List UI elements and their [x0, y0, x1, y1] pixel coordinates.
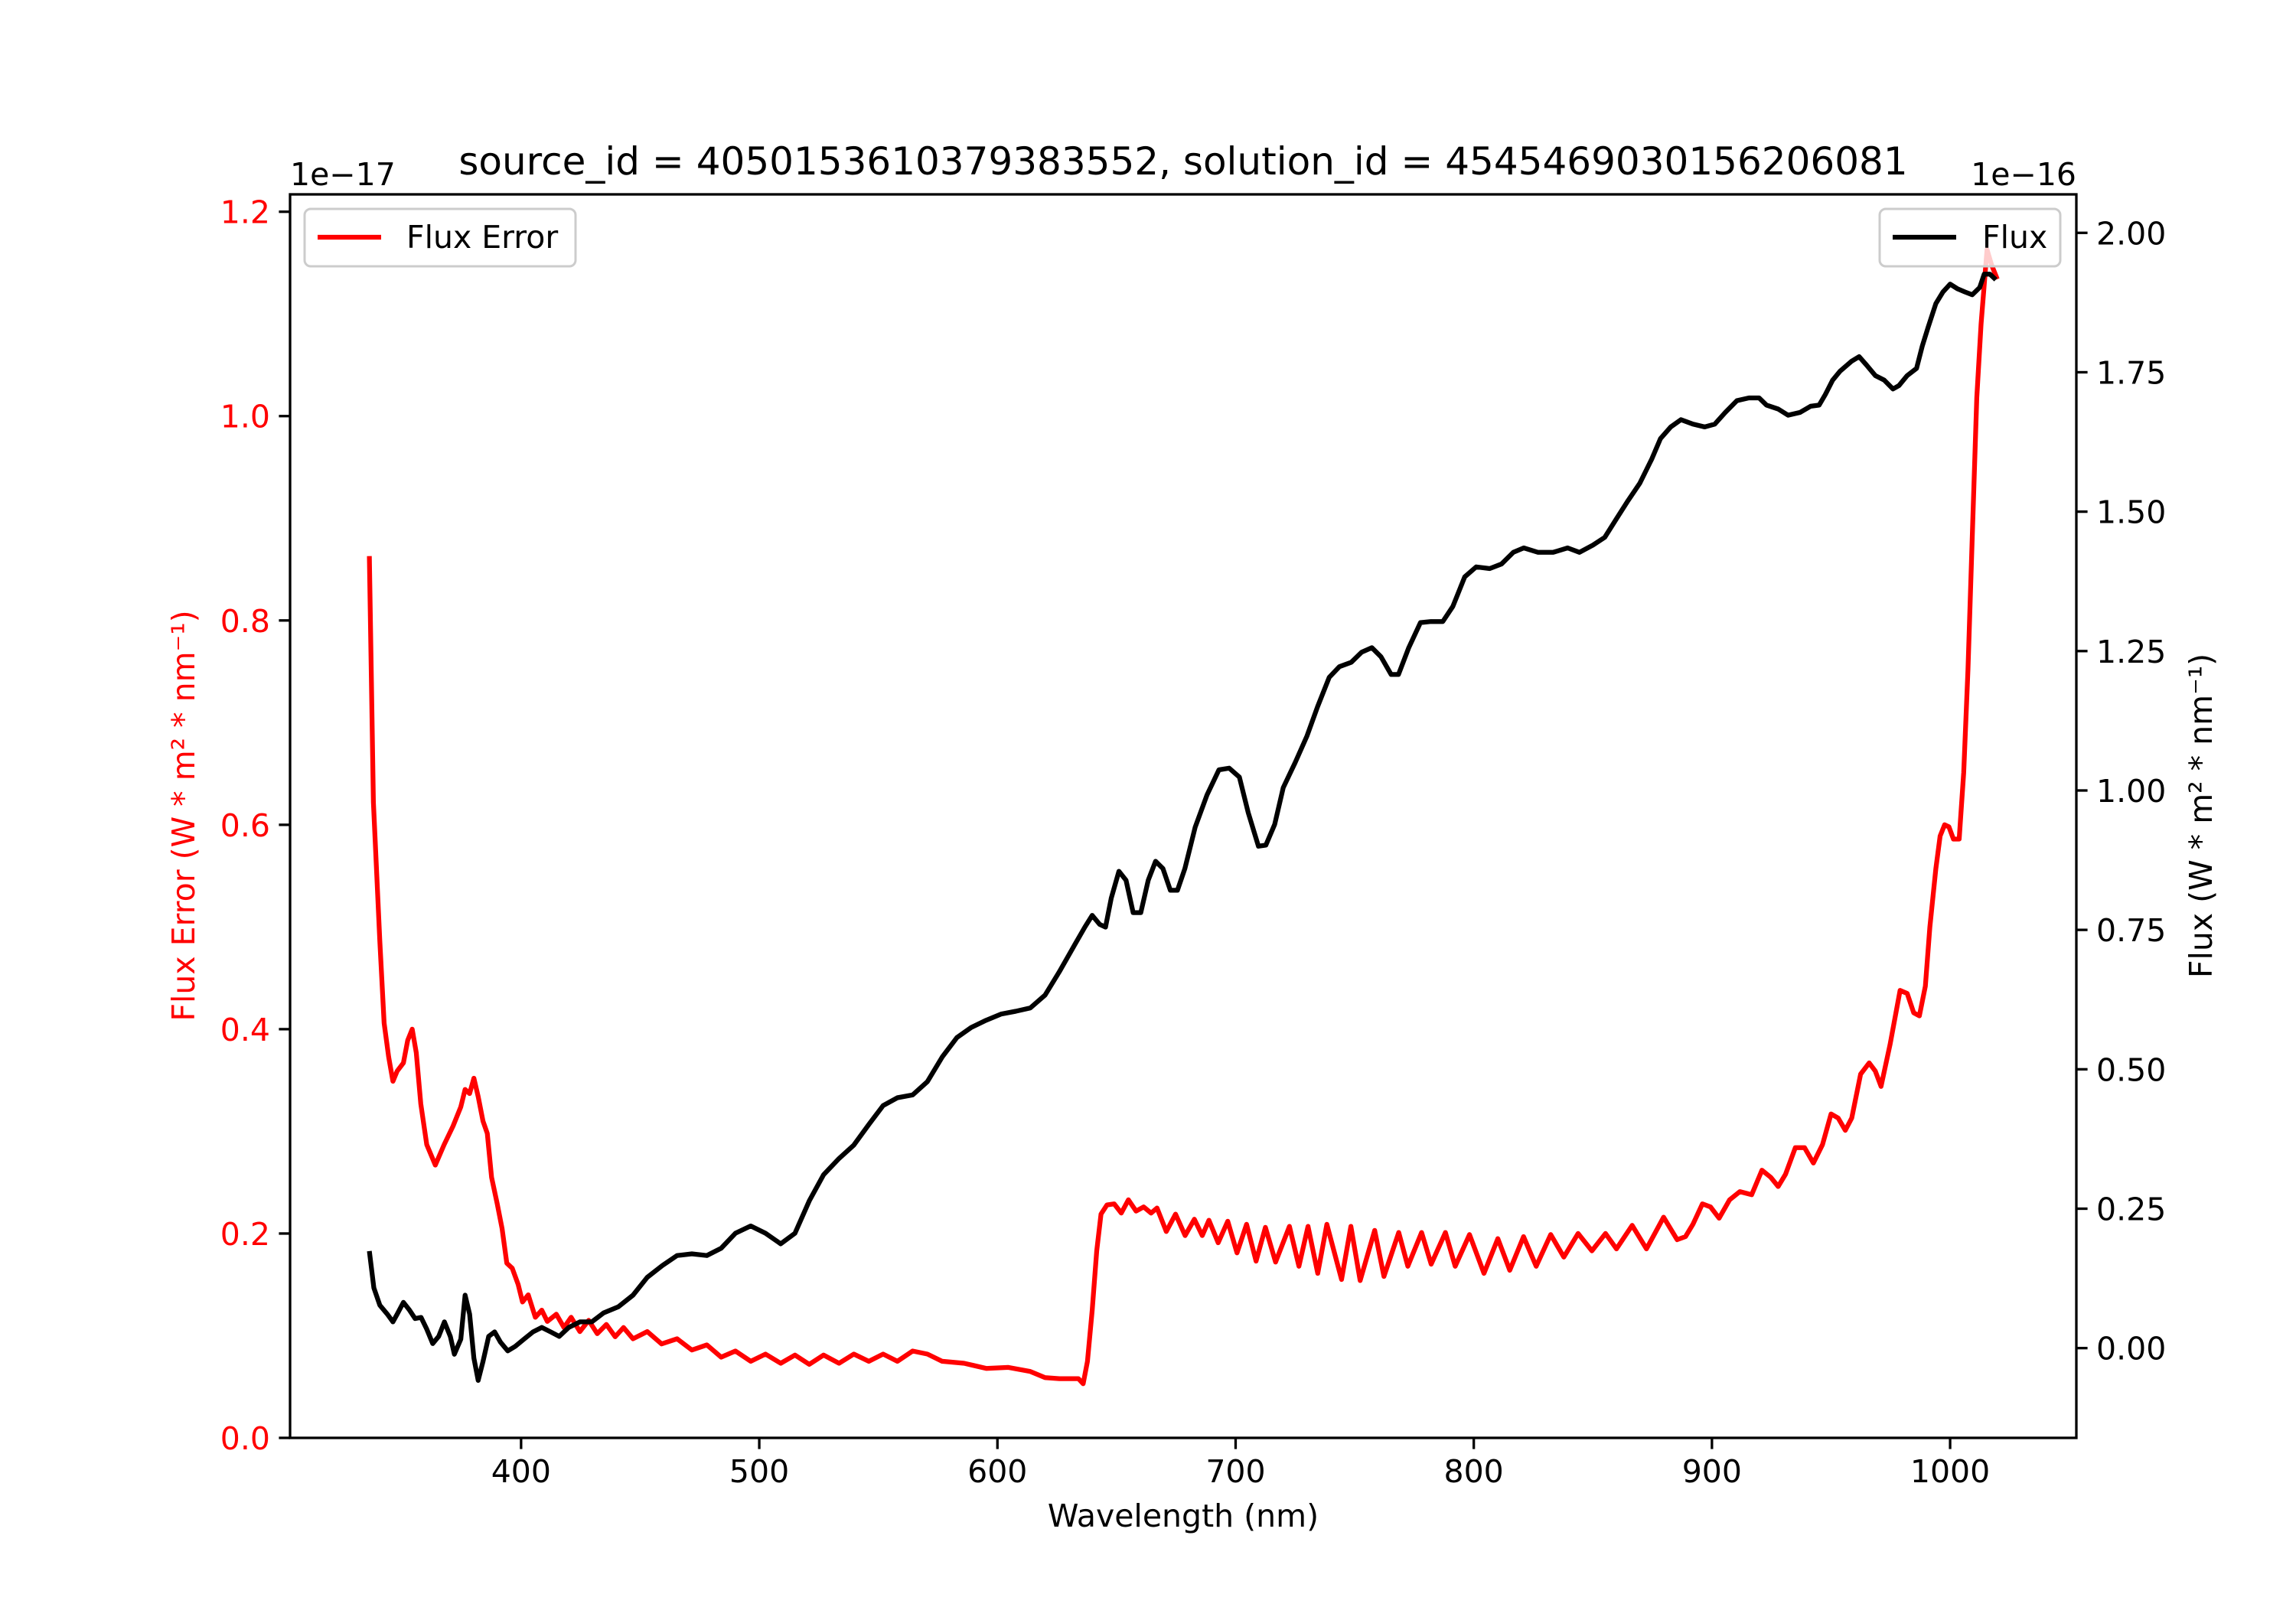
left-y-tick-label: 1.0	[220, 399, 270, 435]
left-y-tick-label: 0.2	[220, 1216, 270, 1253]
left-y-axis-ticks: 0.0 0.2 0.4 0.6 0.8 1.0 1.2	[220, 194, 290, 1457]
right-y-tick-label: 1.75	[2096, 354, 2166, 391]
x-tick-label: 700	[1205, 1453, 1265, 1490]
right-y-tick-label: 0.75	[2096, 912, 2166, 949]
left-axis-offset-text: 1e−17	[290, 156, 396, 193]
x-tick-label: 500	[729, 1453, 789, 1490]
right-y-tick-label: 1.25	[2096, 634, 2166, 670]
legend-box	[1878, 207, 2062, 268]
legend-label-flux-error: Flux Error	[406, 219, 558, 256]
right-y-tick-label: 0.25	[2096, 1191, 2166, 1228]
left-y-axis-label: Flux Error (W * m² * nm⁻¹)	[165, 610, 202, 1021]
right-y-tick-label: 1.50	[2096, 494, 2166, 531]
x-tick-label: 800	[1444, 1453, 1504, 1490]
right-y-tick-label: 2.00	[2096, 215, 2166, 252]
right-axis-offset-text: 1e−16	[1971, 156, 2076, 193]
left-y-tick-label: 0.6	[220, 807, 270, 844]
right-y-tick-label: 0.00	[2096, 1331, 2166, 1367]
left-y-tick-label: 0.0	[220, 1420, 270, 1457]
x-axis-label: Wavelength (nm)	[1048, 1498, 1319, 1534]
series-line-flux-error	[367, 246, 2000, 1387]
legend-label-flux: Flux	[1982, 219, 2047, 256]
x-tick-label: 600	[967, 1453, 1027, 1490]
series-line-flux	[367, 272, 1998, 1384]
axes-frame	[289, 193, 2078, 1439]
left-y-tick-label: 0.8	[220, 603, 270, 640]
x-axis-ticks: 400 500 600 700 800 900 1000	[491, 1438, 1990, 1490]
right-y-axis-label: Flux (W * m² * nm⁻¹)	[2183, 654, 2219, 978]
plot-lines	[367, 246, 2000, 1387]
x-tick-label: 900	[1682, 1453, 1742, 1490]
legend-box	[303, 207, 577, 268]
legend-flux-error: Flux Error	[303, 207, 577, 268]
right-y-tick-label: 0.50	[2096, 1051, 2166, 1088]
left-y-tick-label: 1.2	[220, 194, 270, 231]
left-y-tick-label: 0.4	[220, 1012, 270, 1048]
chart-title: source_id = 4050153610379383552, solutio…	[458, 139, 1907, 184]
right-y-tick-label: 1.00	[2096, 773, 2166, 810]
legend-flux: Flux	[1878, 207, 2062, 268]
x-tick-label: 1000	[1910, 1453, 1990, 1490]
x-tick-label: 400	[491, 1453, 551, 1490]
right-y-axis-ticks: 0.00 0.25 0.50 0.75 1.00 1.25 1.50 1.75 2.00	[2076, 215, 2166, 1367]
